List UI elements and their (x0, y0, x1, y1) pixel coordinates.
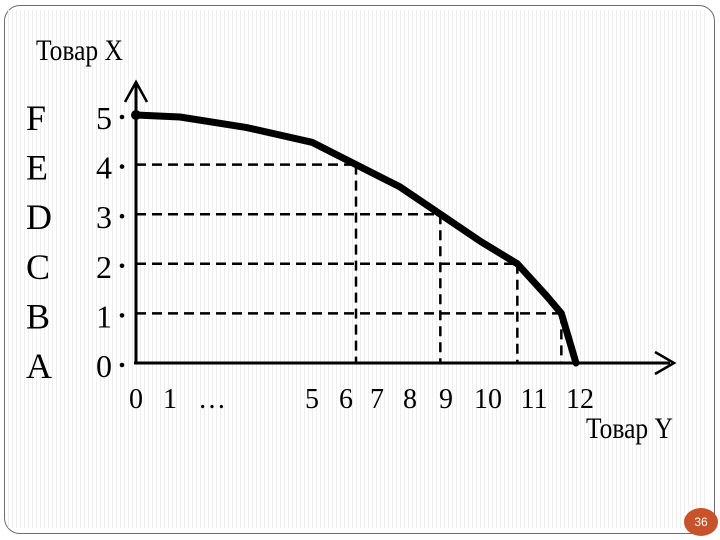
row-letter-c: C (26, 247, 50, 287)
ppf-curve (132, 111, 580, 367)
curve-group (131, 110, 580, 367)
y-tick-dot-1 (119, 313, 125, 318)
x-axis-title: Товар Y (586, 412, 673, 445)
y-axis-arrow (123, 79, 149, 103)
y-tick-label-5: 5 (96, 100, 112, 136)
y-tick-dot-4 (119, 164, 125, 169)
curve-point-0 (131, 110, 141, 120)
background-stripes (8, 10, 708, 528)
x-tick-label-5: 7 (370, 384, 384, 415)
y-tick-label-2: 2 (96, 249, 112, 285)
y-tick-label-3: 3 (96, 199, 112, 235)
x-tick-labels: 0 1 … 5 6 7 8 9 10 11 12 (129, 384, 594, 415)
y-tick-dots (119, 114, 125, 368)
row-letter-e: E (26, 148, 48, 188)
x-tick-label-2: … (198, 384, 226, 415)
y-tick-label-1: 1 (96, 298, 112, 334)
row-letter-f: F (26, 98, 46, 138)
x-tick-label-3: 5 (305, 384, 319, 415)
x-tick-label-4: 6 (339, 384, 353, 415)
x-tick-label-7: 9 (439, 384, 453, 415)
page-number-badge: 36 (684, 508, 718, 536)
x-tick-label-9: 11 (521, 384, 548, 415)
dashed-guides (136, 163, 563, 363)
row-letter-d: D (26, 197, 52, 237)
y-axis-title: Товар X (36, 34, 123, 67)
x-tick-label-10: 12 (566, 384, 594, 415)
y-tick-label-4: 4 (96, 150, 112, 186)
y-tick-dot-2 (119, 263, 125, 269)
x-tick-label-8: 10 (474, 384, 502, 415)
row-letter-a: A (26, 346, 52, 386)
y-tick-dot-0 (119, 362, 125, 368)
y-tick-label-0: 0 (96, 348, 112, 384)
axes (123, 79, 677, 376)
x-axis-arrow (654, 350, 677, 376)
y-tick-labels: 0 1 2 3 4 5 (96, 100, 112, 384)
x-tick-label-0: 0 (129, 384, 143, 415)
x-tick-label-1: 1 (163, 384, 177, 415)
x-tick-label-6: 8 (403, 384, 417, 415)
y-tick-dot-5 (119, 114, 125, 120)
y-tick-dot-3 (119, 213, 125, 219)
row-letter-b: B (26, 296, 50, 336)
